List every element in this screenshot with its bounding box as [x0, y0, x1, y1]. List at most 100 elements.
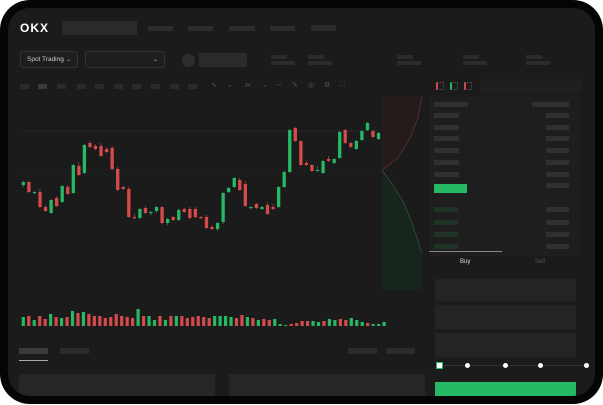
- nav-item[interactable]: [311, 25, 336, 31]
- candle-body: [177, 210, 181, 220]
- candle-body: [265, 205, 270, 214]
- tab-order-history[interactable]: [60, 348, 89, 354]
- amount-input[interactable]: [435, 305, 576, 329]
- candle-body: [43, 207, 48, 211]
- volume-bar: [120, 316, 124, 326]
- pair-select[interactable]: ⌄: [85, 51, 165, 68]
- interval-button[interactable]: [20, 84, 29, 89]
- price-input[interactable]: [435, 279, 576, 301]
- stat-label: [397, 55, 413, 59]
- pair-price: [199, 53, 247, 67]
- tab-buy[interactable]: Buy: [460, 259, 471, 265]
- candle-body: [343, 130, 347, 143]
- slider-handle[interactable]: [436, 362, 443, 369]
- volume-bar: [81, 312, 86, 326]
- interval-button[interactable]: [132, 84, 141, 89]
- nav-item[interactable]: [229, 26, 255, 31]
- volume-bar: [338, 319, 342, 326]
- stat-label: [526, 55, 542, 59]
- fullscreen-icon[interactable]: ⛶: [340, 81, 345, 88]
- slider-stop-50[interactable]: [503, 363, 508, 368]
- slider-stop-100[interactable]: [584, 363, 589, 368]
- tab-sell[interactable]: Sell: [535, 259, 546, 265]
- volume-bar: [87, 314, 91, 326]
- interval-button[interactable]: [95, 84, 104, 89]
- market-select[interactable]: Spot Trading ⌄: [20, 51, 78, 68]
- chevron-down-icon[interactable]: ⌄: [227, 82, 233, 89]
- interval-button-active[interactable]: [38, 84, 47, 89]
- volume-bar: [59, 318, 64, 326]
- candle-body: [299, 141, 303, 165]
- nav-item[interactable]: [148, 26, 173, 31]
- depth-asks-area: [382, 96, 422, 170]
- volume-bar: [109, 317, 113, 326]
- volume-bar: [185, 318, 189, 326]
- volume-bar: [32, 320, 36, 326]
- volume-bar: [316, 322, 321, 326]
- chevron-down-icon: ⌄: [65, 57, 71, 63]
- line-icon[interactable]: ∼: [276, 82, 282, 89]
- bid-amount: [546, 207, 569, 212]
- last-price: [434, 184, 467, 193]
- interval-button[interactable]: [114, 84, 123, 89]
- candle-body: [238, 180, 242, 190]
- interval-button[interactable]: [151, 84, 160, 89]
- candle-body: [227, 188, 231, 192]
- volume-bar: [251, 318, 255, 326]
- interval-button[interactable]: [188, 84, 197, 89]
- chevron-down-icon[interactable]: ⌄: [262, 82, 268, 89]
- candle-body: [171, 217, 175, 220]
- filter-button[interactable]: [348, 348, 377, 354]
- volume-bar: [207, 318, 211, 326]
- candle-body: [376, 133, 381, 139]
- interval-button[interactable]: [57, 84, 66, 89]
- volume-bar: [21, 317, 25, 326]
- orderbook-bids-icon[interactable]: [450, 82, 458, 90]
- candle-body: [182, 209, 186, 212]
- volume-bar: [103, 318, 107, 326]
- camera-icon[interactable]: ◎: [308, 82, 315, 89]
- volume-bar: [213, 316, 217, 326]
- interval-button[interactable]: [170, 84, 179, 89]
- candle-body: [360, 131, 364, 140]
- search-input[interactable]: [62, 21, 137, 35]
- interval-button[interactable]: [77, 84, 86, 89]
- volume-bar: [202, 317, 206, 326]
- slider-stop-25[interactable]: [465, 363, 470, 368]
- candle-body: [99, 146, 103, 156]
- slider-stop-75[interactable]: [538, 363, 543, 368]
- bid-price: [434, 244, 458, 249]
- candlestick-chart[interactable]: [8, 8, 595, 396]
- candle-body: [310, 165, 314, 171]
- indicator-icon[interactable]: ∿: [211, 82, 217, 89]
- volume-bar: [131, 318, 135, 326]
- orderbook-asks-icon[interactable]: [464, 82, 472, 90]
- filter-button[interactable]: [386, 348, 415, 354]
- amount-slider[interactable]: [438, 365, 588, 366]
- volume-bar: [223, 316, 228, 326]
- depth-bids-line: [381, 169, 423, 254]
- candle-body: [21, 182, 25, 185]
- candle-body: [304, 163, 309, 165]
- candle-body: [338, 132, 342, 158]
- buy-button[interactable]: [435, 382, 576, 396]
- volume-bar: [333, 320, 337, 326]
- orderbook-both-icon[interactable]: [436, 82, 444, 90]
- candle-body: [288, 130, 292, 172]
- volume-bar: [344, 320, 348, 326]
- settings-icon[interactable]: ⚙: [324, 82, 331, 89]
- pencil-icon[interactable]: ✎: [292, 82, 298, 89]
- tab-open-orders[interactable]: [19, 348, 48, 354]
- nav-item[interactable]: [270, 26, 295, 31]
- stat-value: [526, 61, 550, 65]
- candle-body: [293, 128, 297, 141]
- total-input[interactable]: [435, 333, 576, 357]
- volume-bar: [70, 311, 75, 326]
- volume-bar: [43, 319, 47, 326]
- nav-item[interactable]: [188, 26, 213, 31]
- bid-price: [434, 207, 458, 212]
- volume-bar: [27, 316, 31, 326]
- draw-icon[interactable]: ⊳: [245, 82, 251, 89]
- volume-bar: [267, 320, 271, 326]
